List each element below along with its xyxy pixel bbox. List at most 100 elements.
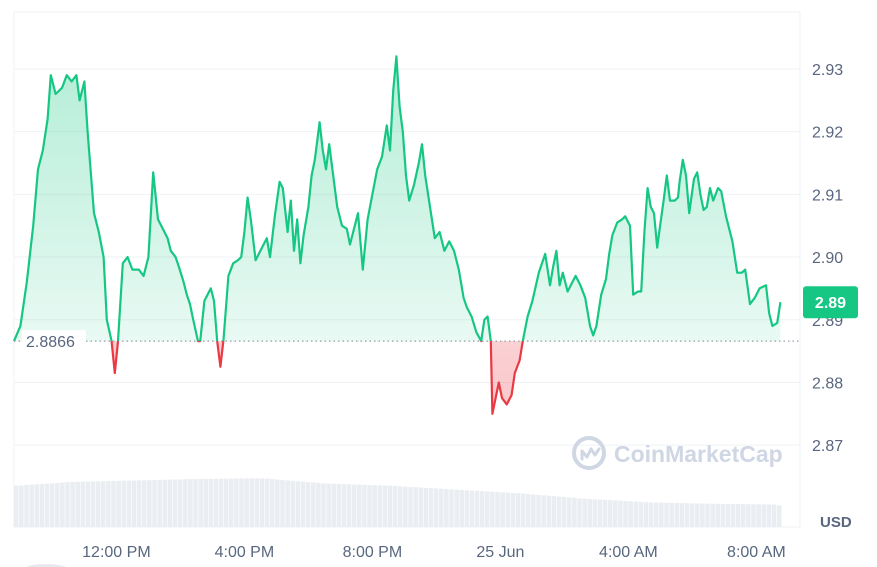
price-line[interactable] (12, 55, 782, 415)
currency-label: USD (820, 514, 852, 531)
volume-bar (490, 491, 495, 527)
volume-bar (223, 478, 229, 527)
volume-bar (474, 490, 480, 527)
y-tick-label: 2.91 (812, 187, 843, 204)
volume-bar (413, 487, 418, 527)
volume-bar (520, 493, 526, 527)
volume-bar (142, 480, 147, 527)
volume-bar (536, 494, 541, 527)
watermark-text: CoinMarketCap (614, 441, 783, 467)
volume-bar (387, 485, 393, 527)
volume-bar (362, 484, 367, 527)
volume-bar (367, 485, 372, 527)
volume-bar (106, 481, 111, 527)
volume-bar (403, 486, 408, 527)
volume-bar (495, 492, 500, 527)
volume-bar (700, 503, 705, 527)
volume-bar (428, 488, 434, 527)
x-axis: 12:00 PM 4:00 PM 8:00 PM 25 Jun 4:00 AM 8:00 … (82, 544, 786, 561)
scrollbar-handle[interactable] (24, 564, 68, 567)
volume-bar (14, 485, 19, 527)
volume-bar (531, 494, 536, 527)
volume-bar (679, 503, 685, 527)
volume-bar (715, 503, 720, 527)
volume-bar (321, 483, 326, 527)
volume-bar (331, 483, 336, 527)
y-tick-label: 2.87 (812, 438, 843, 455)
x-tick-label: 12:00 PM (82, 544, 150, 561)
volume-bar (735, 504, 741, 527)
volume-bar (147, 480, 152, 527)
volume-bar (689, 503, 695, 527)
volume-bar (275, 479, 280, 527)
y-axis: 2.93 2.92 2.91 2.90 2.89 2.88 2.87 (812, 62, 843, 455)
volume-bar (316, 482, 321, 527)
volume-bar (730, 504, 736, 527)
volume-bar (485, 491, 490, 527)
volume-bar (756, 504, 761, 527)
volume-bar (572, 497, 577, 527)
volume-bar (254, 478, 260, 527)
volume-bar (198, 478, 203, 527)
volume-bar (776, 505, 782, 527)
volume-bar (561, 496, 567, 527)
volume-bar (592, 499, 598, 527)
volume-bar (372, 485, 377, 527)
volume-bar (182, 479, 188, 527)
y-tick-label: 2.92 (812, 125, 843, 142)
volume-bar (551, 496, 557, 527)
volume-bar (203, 478, 208, 527)
volume-bar (244, 478, 249, 527)
volume-bar (771, 504, 777, 527)
volume-bar (602, 499, 608, 527)
volume-bar (469, 490, 475, 527)
y-tick-label: 2.93 (812, 62, 843, 79)
volume-bar (751, 504, 756, 527)
volume-bar (24, 485, 29, 527)
volume-bar (218, 478, 224, 527)
area-above-baseline (14, 56, 781, 342)
volume-bar (654, 502, 659, 527)
volume-bar (423, 487, 429, 527)
volume-bar (746, 504, 751, 527)
x-tick-label: 8:00 PM (343, 544, 403, 561)
volume-bar (90, 481, 96, 527)
volume-bar (95, 481, 101, 527)
volume-bar (674, 502, 679, 527)
volume-bar (408, 486, 413, 527)
volume-bar (85, 481, 91, 527)
volume-bar (725, 503, 731, 527)
volume-bar (336, 483, 342, 527)
volume-bar (152, 480, 157, 527)
volume-bar (392, 486, 398, 527)
volume-bar (326, 483, 331, 527)
volume-bar (694, 503, 700, 527)
volume-bar (280, 480, 285, 527)
volume-bar (418, 487, 423, 527)
price-area (14, 56, 781, 414)
volume-bar (239, 478, 244, 527)
volume-bar (193, 479, 198, 527)
x-tick-label: 25 Jun (476, 544, 524, 561)
volume-bar (80, 481, 86, 527)
volume-bar (295, 481, 301, 527)
x-tick-label: 8:00 AM (727, 544, 786, 561)
volume-bars (14, 478, 782, 527)
volume-bar (229, 478, 234, 527)
volume-bar (546, 495, 551, 527)
volume-bar (684, 503, 690, 527)
volume-bar (628, 501, 633, 527)
volume-bar (505, 492, 511, 527)
y-tick-label: 2.90 (812, 250, 843, 267)
volume-bar (623, 501, 628, 527)
volume-bar (346, 484, 352, 527)
volume-bar (566, 497, 572, 527)
x-tick-label: 4:00 PM (215, 544, 275, 561)
volume-bar (669, 502, 674, 527)
volume-bar (741, 504, 746, 527)
price-line-above[interactable] (12, 55, 782, 413)
volume-bar (582, 498, 587, 527)
volume-bar (49, 483, 55, 527)
